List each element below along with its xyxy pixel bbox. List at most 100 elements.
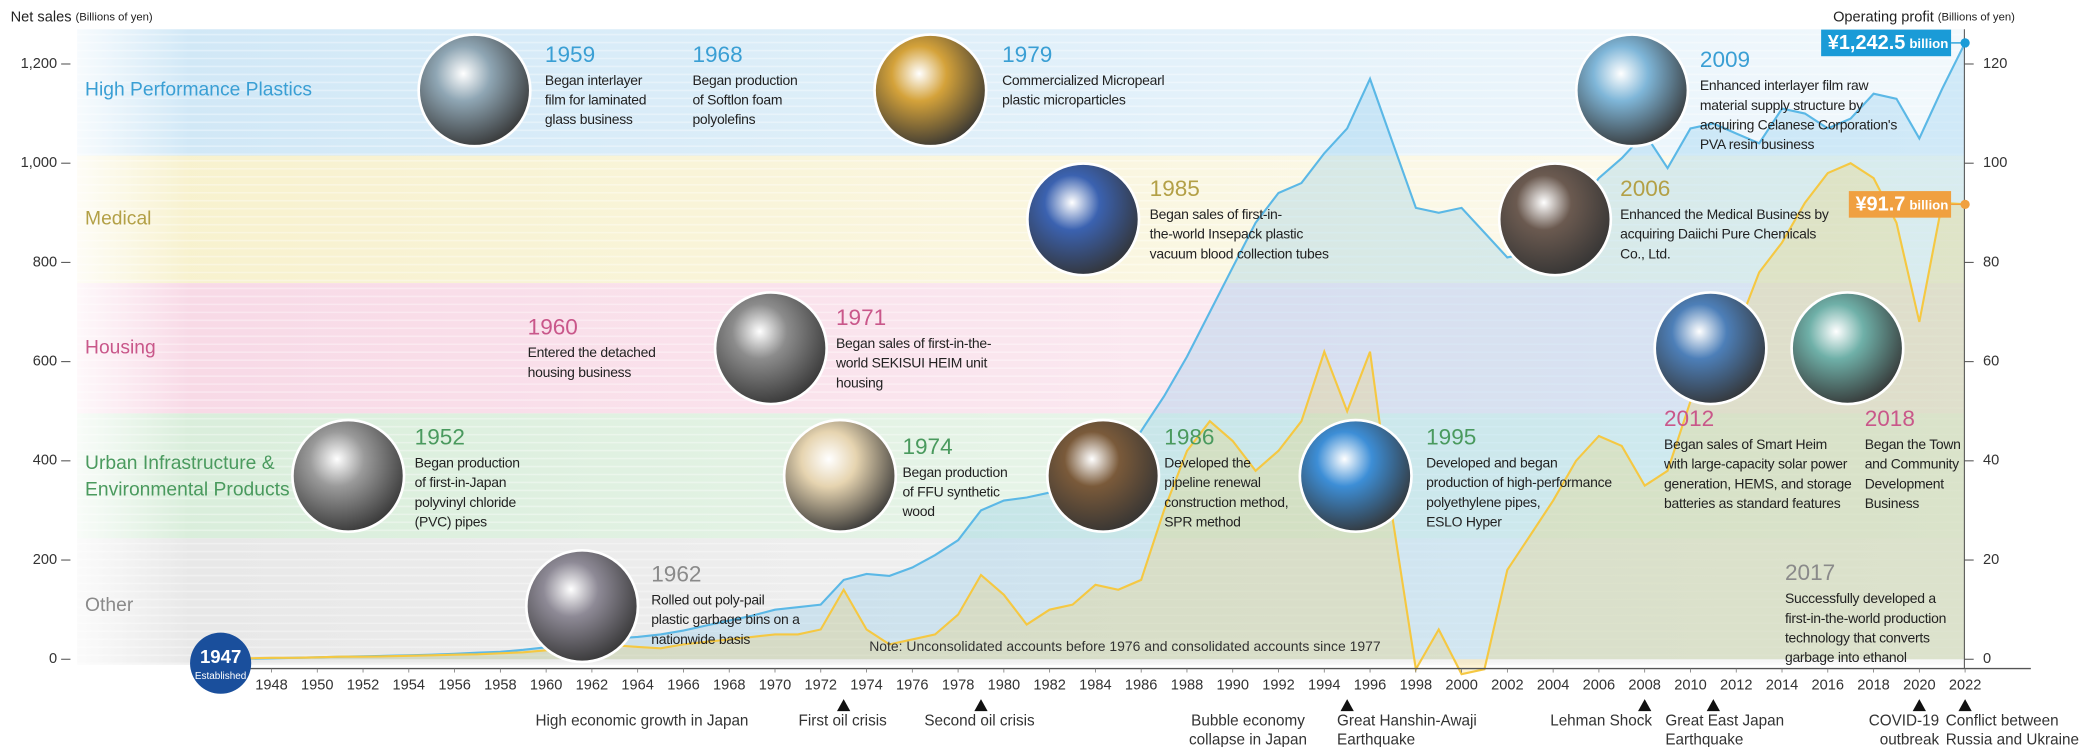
milestone-photo	[1499, 164, 1611, 276]
y2-tick-label: 100	[1983, 155, 2007, 171]
milestone-year: 2018	[1865, 406, 1915, 431]
milestone-text: of first-in-Japan	[415, 474, 507, 490]
x-tick-label: 1964	[621, 678, 654, 694]
milestone-text: Began interlayer	[545, 72, 643, 88]
y2-axis-unit: (Billions of yen)	[1938, 11, 2015, 23]
milestone-text: plastic garbage bins on a	[651, 611, 800, 627]
milestone-text: first-in-the-world production	[1785, 610, 1946, 626]
milestone-photo	[292, 420, 404, 532]
note: Note: Unconsolidated accounts before 197…	[869, 638, 1381, 654]
milestone-text: technology that converts	[1785, 629, 1930, 645]
y-tick-label: 400	[33, 453, 57, 469]
milestone-text: Enhanced interlayer film raw	[1700, 77, 1870, 93]
milestone-text: (PVC) pipes	[415, 514, 488, 530]
x-tick-label: 1954	[393, 678, 426, 694]
event-marker	[1707, 699, 1720, 711]
milestone-text: Began production	[692, 72, 797, 88]
milestone-text: the-world Insepack plastic	[1150, 226, 1304, 242]
milestone-year: 2017	[1785, 560, 1835, 585]
x-tick-label: 2006	[1583, 678, 1616, 694]
event-marker	[1958, 699, 1971, 711]
x-tick-label: 2010	[1674, 678, 1707, 694]
milestone-text: production of high-performance	[1426, 474, 1612, 490]
milestone-text: wood	[901, 503, 934, 519]
milestone-text: Developed and began	[1426, 455, 1557, 471]
milestone-text: with large-capacity solar power	[1663, 456, 1848, 472]
x-tick-label: 2016	[1812, 678, 1845, 694]
chart: High Performance PlasticsMedicalHousingU…	[0, 0, 2084, 747]
event-label: outbreak	[1880, 731, 1940, 747]
milestone-text: glass business	[545, 111, 633, 127]
event-marker	[1638, 699, 1651, 711]
y-tick-label: 1,000	[21, 155, 58, 171]
milestone-text: world SEKISUI HEIM unit	[835, 355, 988, 371]
event-marker	[837, 699, 850, 711]
milestone-text: Rolled out poly-pail	[651, 591, 764, 607]
event-label: Earthquake	[1337, 731, 1415, 747]
x-tick-label: 2008	[1628, 678, 1661, 694]
milestone-text: batteries as standard features	[1664, 495, 1841, 511]
y-axis-label: Net sales	[11, 9, 72, 25]
event-marker	[1341, 699, 1354, 711]
milestone-year: 1962	[651, 561, 701, 586]
x-tick-label: 1962	[576, 678, 609, 694]
milestone-text: polyethylene pipes,	[1426, 494, 1540, 510]
milestone-photo	[419, 35, 531, 147]
y-tick-label: 1,200	[21, 56, 58, 72]
callout-unit: billion	[1909, 36, 1948, 51]
event-label: Bubble economy	[1191, 713, 1305, 730]
milestone-year: 2006	[1620, 176, 1670, 201]
band-label: High Performance Plastics	[85, 79, 312, 100]
x-tick-label: 2000	[1445, 678, 1478, 694]
x-tick-label: 1988	[1171, 678, 1204, 694]
x-tick-label: 1992	[1262, 678, 1295, 694]
milestone-text: Business	[1865, 495, 1920, 511]
event-label: Russia and Ukraine	[1946, 731, 2079, 747]
milestone-text: pipeline renewal	[1164, 474, 1261, 490]
y-tick-label: 0	[49, 651, 57, 667]
milestone-year: 1968	[692, 42, 742, 67]
x-tick-label: 2012	[1720, 678, 1753, 694]
callout-unit: billion	[1909, 197, 1948, 212]
milestone-photo	[1655, 292, 1767, 404]
milestone-text: Commercialized Micropearl	[1002, 72, 1164, 88]
x-tick-label: 1952	[347, 678, 380, 694]
x-tick-label: 1998	[1400, 678, 1433, 694]
milestone-year: 2012	[1664, 406, 1714, 431]
x-tick-label: 2020	[1903, 678, 1936, 694]
y-axis-title: Net sales(Billions of yen)	[11, 9, 153, 25]
x-tick-label: 1968	[713, 678, 746, 694]
x-tick-label: 1976	[896, 678, 929, 694]
x-tick-label: 1948	[255, 678, 288, 694]
y2-tick-label: 60	[1983, 353, 1999, 369]
x-tick-label: 1986	[1125, 678, 1158, 694]
x-tick-label: 1984	[1079, 678, 1112, 694]
milestone-photo	[1047, 420, 1159, 532]
event-marker	[974, 699, 987, 711]
milestone-photo	[875, 35, 987, 147]
milestone-year: 1960	[528, 314, 578, 339]
milestone-photo	[1300, 420, 1412, 532]
x-tick-label: 2004	[1537, 678, 1570, 694]
x-tick-label: 2014	[1766, 678, 1799, 694]
y-tick-label: 600	[33, 353, 57, 369]
milestone-text: polyvinyl chloride	[415, 494, 517, 510]
x-tick-label: 1980	[988, 678, 1021, 694]
x-tick-label: 1960	[530, 678, 563, 694]
milestone-text: polyolefins	[692, 111, 755, 127]
y2-axis-label: Operating profit	[1833, 9, 1934, 25]
milestone-photo	[1576, 35, 1688, 147]
milestone-text: Enhanced the Medical Business by	[1620, 206, 1829, 222]
band-label: Urban Infrastructure &	[85, 453, 275, 474]
milestone-year: 1986	[1164, 425, 1214, 450]
x-tick-label: 1996	[1354, 678, 1387, 694]
y2-tick-label: 0	[1983, 651, 1991, 667]
y-tick-label: 800	[33, 254, 57, 270]
milestone-text: nationwide basis	[651, 631, 750, 647]
y2-tick-label: 80	[1983, 254, 1999, 270]
milestone-photo	[1027, 164, 1139, 276]
milestone-text: material supply structure by	[1700, 97, 1863, 113]
founding-year: 1947	[200, 646, 241, 667]
x-tick-label: 1974	[850, 678, 883, 694]
milestone-text: acquiring Daiichi Pure Chemicals	[1620, 226, 1816, 242]
